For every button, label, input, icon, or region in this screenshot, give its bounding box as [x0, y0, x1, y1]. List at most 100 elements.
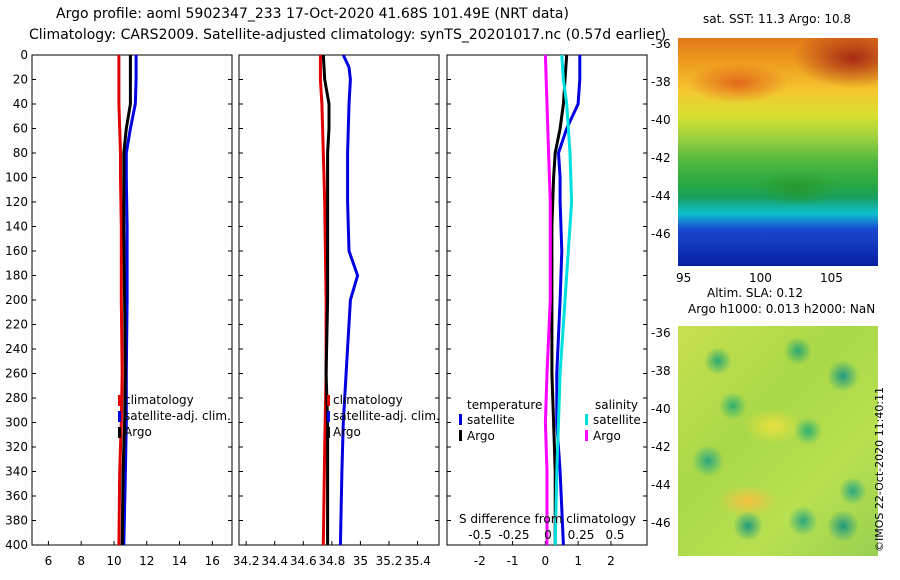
series-line-salinity-satellite — [553, 54, 574, 546]
sal-tick-label: 0.5 — [605, 528, 624, 542]
sst-map — [678, 38, 878, 266]
y-tick-label: 80 — [13, 146, 28, 160]
y-tick-label: 320 — [5, 440, 28, 454]
y-tick-label: 200 — [5, 293, 28, 307]
legend-label: satellite — [467, 413, 515, 427]
y-tick-label: 400 — [5, 538, 28, 552]
plot-title-line1: Argo profile: aoml 5902347_233 17-Oct-20… — [56, 6, 569, 22]
legend-label: Argo — [124, 425, 152, 439]
x-tick-label: 6 — [45, 554, 53, 568]
x-tick-label: 0 — [542, 554, 550, 568]
sla-lat-tick: -38 — [651, 364, 671, 378]
legend-swatch — [118, 427, 121, 438]
legend-swatch — [327, 427, 330, 438]
x-tick-label: 14 — [172, 554, 187, 568]
sst-lat-tick: -44 — [651, 189, 671, 203]
sst-lat-tick: -36 — [651, 37, 671, 51]
y-tick-label: 40 — [13, 97, 28, 111]
legend-label: Argo — [593, 429, 621, 443]
series-line-climatology — [318, 55, 328, 546]
legend-swatch — [327, 395, 330, 406]
y-tick-label: 100 — [5, 171, 28, 185]
sst-lat-tick: -40 — [651, 113, 671, 127]
sal-tick-label: -0.25 — [498, 528, 529, 542]
series-line-salinity-argo — [543, 54, 552, 545]
y-tick-label: 340 — [5, 465, 28, 479]
legend-swatch — [118, 411, 121, 422]
y-tick-label: 160 — [5, 244, 28, 258]
legend-label: climatology — [124, 393, 194, 407]
sla-lat-tick: -40 — [651, 402, 671, 416]
series-line-argo — [321, 54, 331, 545]
x-tick-label: 35.4 — [404, 554, 431, 568]
y-tick-label: 360 — [5, 489, 28, 503]
x-tick-label: -1 — [507, 554, 519, 568]
y-tick-label: 240 — [5, 342, 28, 356]
legend-swatch — [459, 430, 462, 441]
x-tick-label: 2 — [607, 554, 615, 568]
y-tick-label: 220 — [5, 318, 28, 332]
sla-lat-tick: -46 — [651, 516, 671, 530]
y-tick-label: 180 — [5, 269, 28, 283]
x-tick-label: 12 — [139, 554, 154, 568]
legend-swatch — [459, 414, 462, 425]
y-tick-label: 120 — [5, 195, 28, 209]
x-tick-label: -2 — [474, 554, 486, 568]
y-tick-label: 140 — [5, 220, 28, 234]
series-line-temperature-argo — [550, 54, 569, 545]
sla-map — [678, 326, 878, 556]
legend-swatch — [585, 414, 588, 425]
x-tick-label: 34.2 — [233, 554, 260, 568]
series-line-satellite-adj-clim- — [338, 54, 360, 546]
x-tick-label: 34.6 — [290, 554, 317, 568]
legend-label: Argo — [333, 425, 361, 439]
legend-label: satellite-adj. clim. — [124, 409, 231, 423]
sla-map-subtitle: Argo h1000: 0.013 h2000: NaN — [688, 302, 876, 316]
y-tick-label: 0 — [20, 48, 28, 62]
legend-label: satellite-adj. clim. — [333, 409, 440, 423]
x-tick-label: 34.4 — [261, 554, 288, 568]
sst-lat-tick: -38 — [651, 75, 671, 89]
legend-heading-temperature: temperature — [467, 398, 542, 412]
series-line-climatology — [117, 55, 124, 546]
x-tick-label: 16 — [205, 554, 220, 568]
sst-lon-tick: 95 — [676, 271, 692, 285]
x-tick-label: 34.8 — [318, 554, 345, 568]
sla-lat-tick: -44 — [651, 478, 671, 492]
legend-swatch — [327, 411, 330, 422]
legend-heading-salinity: salinity — [595, 398, 638, 412]
sal-tick-label: 0 — [544, 528, 552, 542]
sal-tick-label: 0.25 — [568, 528, 595, 542]
y-tick-label: 60 — [13, 122, 28, 136]
sst-lat-tick: -42 — [651, 151, 671, 165]
legend-swatch — [585, 430, 588, 441]
legend-label: satellite — [593, 413, 641, 427]
y-tick-label: 20 — [13, 73, 28, 87]
series-line-argo — [120, 55, 132, 546]
legend-label: climatology — [333, 393, 403, 407]
y-tick-label: 300 — [5, 416, 28, 430]
sla-map-title: Altim. SLA: 0.12 — [707, 286, 804, 300]
sla-lat-tick: -36 — [651, 326, 671, 340]
sst-map-title: sat. SST: 11.3 Argo: 10.8 — [703, 12, 852, 26]
legend-label: Argo — [467, 429, 495, 443]
x-tick-label: 1 — [574, 554, 582, 568]
sst-lon-tick: 100 — [749, 271, 772, 285]
legend-swatch — [118, 395, 121, 406]
y-tick-label: 260 — [5, 367, 28, 381]
y-tick-label: 280 — [5, 391, 28, 405]
x-tick-label: 10 — [106, 554, 121, 568]
sst-lon-tick: 105 — [820, 271, 843, 285]
plot-frame-1 — [238, 54, 440, 546]
x-tick-label: 35 — [353, 554, 368, 568]
x-tick-label: 35.2 — [376, 554, 403, 568]
series-line-satellite-adj-clim- — [122, 55, 138, 546]
sal-tick-label: -0.5 — [468, 528, 491, 542]
series-line-temperature-satellite — [555, 55, 582, 546]
diff-axis-label: S difference from climatology — [459, 512, 636, 526]
sst-lat-tick: -46 — [651, 227, 671, 241]
credit-timestamp: ©IMOS 22-Oct-2020 11:40:11 — [873, 386, 886, 552]
y-tick-label: 380 — [5, 514, 28, 528]
sla-lat-tick: -42 — [651, 440, 671, 454]
plot-title-line2: Climatology: CARS2009. Satellite-adjuste… — [29, 27, 667, 43]
